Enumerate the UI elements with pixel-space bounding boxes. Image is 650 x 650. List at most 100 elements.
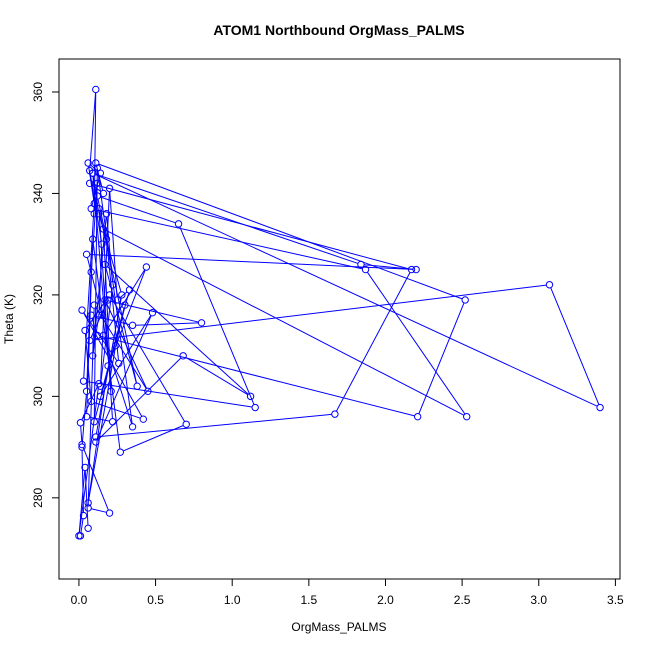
series-line-segment <box>95 297 122 434</box>
series-line-segment <box>185 357 249 396</box>
data-point <box>102 235 111 243</box>
data-point <box>101 260 109 269</box>
x-tick-label: 0.0 <box>71 593 88 607</box>
data-point <box>104 362 112 370</box>
data-point <box>90 418 98 426</box>
series-line-segment <box>78 386 99 533</box>
y-axis-label: Theta (K) <box>2 294 16 344</box>
series-line-segment <box>366 271 466 415</box>
data-point <box>75 532 83 540</box>
data-point <box>89 352 97 360</box>
series-line-segment <box>135 322 199 326</box>
data-point <box>412 265 420 274</box>
series-line-segment <box>97 357 182 441</box>
data-point <box>89 235 97 243</box>
series-line-segment <box>80 518 84 533</box>
series-line-segment <box>335 272 411 412</box>
series-line-segment <box>550 287 600 405</box>
plot-frame <box>58 58 621 580</box>
data-point <box>84 499 92 507</box>
data-point <box>79 511 88 520</box>
data-point <box>144 387 152 395</box>
data-point <box>93 192 102 200</box>
series-line-segment <box>89 92 97 168</box>
data-point <box>87 204 95 213</box>
data-point <box>105 184 114 193</box>
data-point <box>95 204 103 213</box>
data-point <box>148 308 157 317</box>
data-point <box>95 379 103 388</box>
data-point <box>116 448 125 456</box>
plot-area <box>75 85 604 540</box>
series-line-segment <box>92 284 547 341</box>
series-line-segment <box>95 174 598 407</box>
data-point <box>115 359 123 368</box>
series-line-segment <box>82 447 109 511</box>
chart-title: ATOM1 Northbound OrgMass_PALMS <box>213 22 464 38</box>
data-point <box>89 169 97 177</box>
y-tick-label: 300 <box>31 386 45 406</box>
data-point <box>461 296 469 304</box>
data-point <box>81 326 89 335</box>
series-line-segment <box>100 191 110 384</box>
series-line-segment <box>91 508 107 513</box>
series-line-segment <box>83 206 95 378</box>
data-point <box>87 268 95 276</box>
data-point <box>84 524 92 532</box>
series-line-segment <box>100 335 415 417</box>
x-tick-label: 2.0 <box>377 593 394 607</box>
y-tick-label: 280 <box>31 487 45 507</box>
y-tick-label: 320 <box>31 285 45 305</box>
data-point <box>98 311 106 319</box>
data-point <box>92 85 100 94</box>
series-line-segment <box>98 413 332 438</box>
data-point <box>82 387 91 395</box>
data-point <box>95 311 103 319</box>
data-point <box>92 438 100 446</box>
series-line-segment <box>108 269 146 364</box>
data-point <box>84 159 92 167</box>
series-line-segment <box>92 183 409 270</box>
series-line-segment <box>110 297 186 422</box>
series-line-segment <box>91 318 97 333</box>
data-point <box>78 306 86 314</box>
series-line-segment <box>94 315 130 326</box>
data-point <box>105 509 114 517</box>
series-line-segment <box>80 425 83 442</box>
data-point <box>139 415 148 423</box>
data-point <box>87 311 95 319</box>
data-point <box>108 281 117 289</box>
x-tick-label: 1.0 <box>224 593 241 607</box>
series-line-segment <box>104 269 146 334</box>
data-point <box>92 433 100 441</box>
data-point <box>107 387 115 395</box>
data-point <box>121 301 129 309</box>
data-point <box>82 250 91 259</box>
data-point <box>85 336 94 345</box>
data-point <box>357 260 365 269</box>
series-line-segment <box>78 470 86 533</box>
data-point <box>93 331 102 340</box>
x-tick-label: 1.5 <box>301 593 318 607</box>
data-point <box>251 403 259 412</box>
series-line-segment <box>107 266 249 395</box>
y-axis: 280 300 320 340 360 <box>31 82 59 508</box>
series-line-segment <box>119 291 128 299</box>
data-point <box>108 418 117 426</box>
series-line-segment <box>96 315 152 440</box>
data-point <box>98 240 106 248</box>
data-point <box>174 220 183 228</box>
data-point <box>96 169 105 177</box>
x-axis-label: OrgMass_PALMS <box>291 620 386 634</box>
data-point <box>128 321 137 330</box>
series-line-segment <box>96 165 104 191</box>
series-line-segment <box>109 191 118 297</box>
data-point <box>87 397 95 406</box>
data-point <box>102 210 111 218</box>
series-line-segment <box>99 216 122 292</box>
data-point <box>92 159 100 167</box>
series-line-segment <box>107 300 199 323</box>
series-line-segment <box>94 208 363 270</box>
series-line-segment <box>91 184 102 192</box>
